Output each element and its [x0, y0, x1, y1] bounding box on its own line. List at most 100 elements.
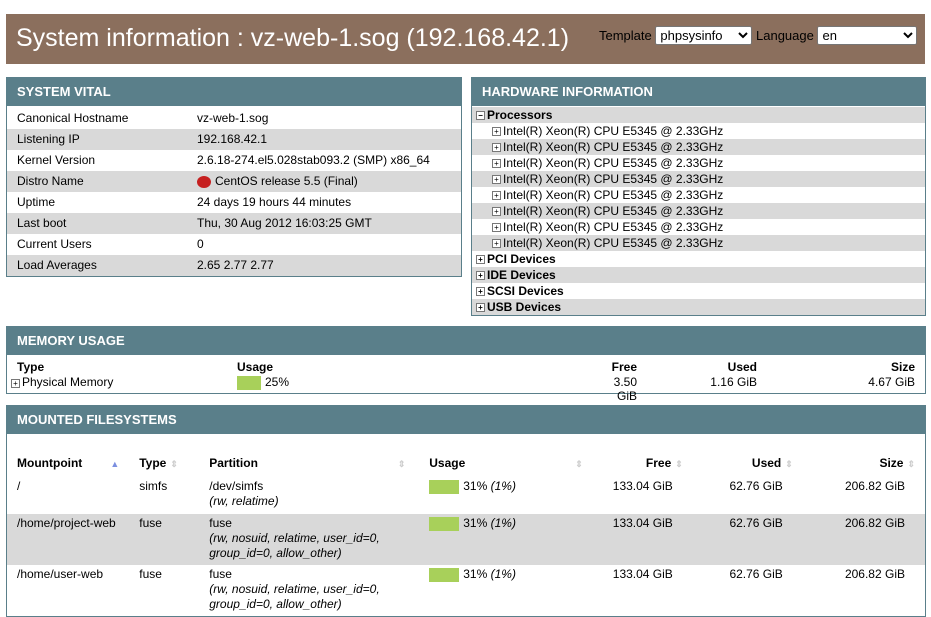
header-label: Partition: [209, 456, 258, 470]
vital-value: vz-web-1.sog: [197, 108, 268, 129]
vital-row: Current Users 0: [7, 234, 461, 255]
tree-item[interactable]: + Intel(R) Xeon(R) CPU E5345 @ 2.33GHz: [472, 139, 925, 155]
vital-value: CentOS release 5.5 (Final): [197, 171, 358, 192]
vital-value: 2.65 2.77 2.77: [197, 255, 274, 276]
sort-asc-icon[interactable]: ▲: [110, 459, 120, 469]
expand-icon[interactable]: +: [492, 126, 501, 136]
expand-icon[interactable]: +: [476, 302, 485, 312]
tree-item[interactable]: + Intel(R) Xeon(R) CPU E5345 @ 2.33GHz: [472, 171, 925, 187]
usage-bar: [429, 516, 460, 531]
fs-free: 133.04 GiB: [612, 516, 673, 530]
fs-usage: 31% (1%): [419, 477, 593, 514]
tree-item[interactable]: + Intel(R) Xeon(R) CPU E5345 @ 2.33GHz: [472, 203, 925, 219]
tree-item[interactable]: + Intel(R) Xeon(R) CPU E5345 @ 2.33GHz: [472, 235, 925, 251]
expand-icon[interactable]: +: [476, 286, 485, 296]
sort-icon[interactable]: ⇕: [575, 459, 583, 469]
expand-icon[interactable]: +: [492, 238, 501, 248]
template-select[interactable]: phpsysinfo: [655, 26, 753, 45]
col-partition[interactable]: Partition ⇕: [199, 449, 419, 477]
sort-icon[interactable]: ⇕: [397, 459, 406, 469]
expand-icon[interactable]: +: [492, 206, 501, 216]
col-mountpoint[interactable]: Mountpoint ▲: [7, 449, 129, 477]
vital-row: Uptime 24 days 19 hours 44 minutes: [7, 192, 461, 213]
vital-value: 24 days 19 hours 44 minutes: [197, 192, 351, 213]
fs-partition: fuse (rw, nosuid, relatime, user_id=0, gr…: [199, 514, 419, 565]
tree-item[interactable]: + IDE Devices: [472, 267, 925, 283]
vital-row: Canonical Hostname vz-web-1.sog: [7, 108, 461, 129]
centos-icon: [197, 175, 211, 188]
panel-title: MOUNTED FILESYSTEMS: [7, 406, 925, 435]
vital-row: Last boot Thu, 30 Aug 2012 16:03:25 GMT: [7, 213, 461, 234]
tree-item[interactable]: + Intel(R) Xeon(R) CPU E5345 @ 2.33GHz: [472, 219, 925, 235]
vital-value-text: CentOS release 5.5 (Final): [215, 174, 358, 188]
vital-value: 2.6.18-274.el5.028stab093.2 (SMP) x86_64: [197, 150, 430, 171]
fs-size: 206.82 GiB: [844, 567, 905, 581]
col-free[interactable]: Free ⇕: [593, 449, 693, 477]
fs-mountpoint: /home/user-web: [17, 567, 104, 581]
system-vital-panel: SYSTEM VITAL Canonical Hostname vz-web-1.…: [6, 77, 462, 277]
fs-size: 206.82 GiB: [844, 516, 905, 530]
page-header: System information : vz-web-1.sog (192.1…: [6, 14, 925, 64]
partition-name: fuse: [209, 516, 232, 530]
fs-used: 62.76 GiB: [729, 479, 783, 493]
col-usage[interactable]: Usage ⇕: [419, 449, 593, 477]
partition-options: (rw, nosuid, relatime, user_id=0, group_…: [209, 582, 380, 611]
vital-label: Current Users: [17, 237, 92, 251]
fs-free: 133.04 GiB: [612, 567, 673, 581]
vital-label: Load Averages: [17, 258, 97, 272]
col-free: Free: [611, 360, 637, 374]
col-size[interactable]: Size ⇕: [803, 449, 925, 477]
sort-icon[interactable]: ⇕: [907, 459, 915, 469]
partition-options: (rw, nosuid, relatime, user_id=0, group_…: [209, 531, 380, 560]
page-title: System information : vz-web-1.sog (192.1…: [16, 24, 570, 52]
fs-size: 206.82 GiB: [844, 479, 905, 493]
tree-item[interactable]: + Intel(R) Xeon(R) CPU E5345 @ 2.33GHz: [472, 187, 925, 203]
vital-value-text: 24 days 19 hours 44 minutes: [197, 195, 352, 209]
tree-item[interactable]: + PCI Devices: [472, 251, 925, 267]
tree-label: Intel(R) Xeon(R) CPU E5345 @ 2.33GHz: [503, 172, 724, 186]
template-label: Template: [599, 28, 652, 43]
expand-icon[interactable]: +: [492, 158, 501, 168]
sort-icon[interactable]: ⇕: [675, 459, 683, 469]
fs-row: / simfs/dev/simfs (rw, relatime) 31% (1%) 13…: [7, 477, 925, 514]
panel-title: HARDWARE INFORMATION: [472, 78, 925, 107]
expand-icon[interactable]: +: [11, 379, 20, 388]
tree-label: Intel(R) Xeon(R) CPU E5345 @ 2.33GHz: [503, 124, 724, 138]
sort-icon[interactable]: ⇕: [785, 459, 793, 469]
tree-item[interactable]: + Intel(R) Xeon(R) CPU E5345 @ 2.33GHz: [472, 123, 925, 139]
vital-label: Last boot: [17, 216, 67, 230]
collapse-icon[interactable]: −: [476, 110, 485, 120]
col-used[interactable]: Used ⇕: [693, 449, 803, 477]
vital-row: Load Averages 2.65 2.77 2.77: [7, 255, 461, 276]
fs-partition: fuse (rw, nosuid, relatime, user_id=0, gr…: [199, 565, 419, 616]
col-type: Type: [17, 360, 45, 374]
vital-value-text: vz-web-1.sog: [197, 111, 269, 125]
usage-inode: (1%): [490, 479, 516, 493]
expand-icon[interactable]: +: [492, 142, 501, 152]
tree-item[interactable]: + Intel(R) Xeon(R) CPU E5345 @ 2.33GHz: [472, 155, 925, 171]
expand-icon[interactable]: +: [492, 174, 501, 184]
fs-usage: 31% (1%): [419, 514, 593, 565]
expand-icon[interactable]: +: [492, 190, 501, 200]
sort-icon[interactable]: ⇕: [170, 459, 178, 469]
header-label: Type: [139, 456, 167, 470]
tree-label: Intel(R) Xeon(R) CPU E5345 @ 2.33GHz: [503, 188, 724, 202]
tree-item[interactable]: + USB Devices: [472, 299, 925, 315]
vital-value-text: 2.65 2.77 2.77: [197, 258, 274, 272]
fs-partition: /dev/simfs (rw, relatime): [199, 477, 419, 514]
vital-label: Canonical Hostname: [17, 111, 129, 125]
expand-icon[interactable]: +: [476, 270, 485, 280]
vital-label: Uptime: [17, 195, 56, 209]
tree-item[interactable]: − Processors: [472, 107, 925, 123]
tree-label: Intel(R) Xeon(R) CPU E5345 @ 2.33GHz: [503, 204, 724, 218]
expand-icon[interactable]: +: [492, 222, 501, 232]
col-type[interactable]: Type ⇕: [129, 449, 199, 477]
template-selector: Template phpsysinfo Language en: [599, 26, 918, 45]
expand-icon[interactable]: +: [476, 254, 485, 264]
tree-item[interactable]: + SCSI Devices: [472, 283, 925, 299]
usage-percent: 31%: [463, 479, 488, 493]
partition-name: /dev/simfs: [209, 479, 264, 493]
header-label: Free: [645, 456, 672, 470]
language-select[interactable]: en: [817, 26, 918, 45]
vital-value-text: 2.6.18-274.el5.028stab093.2 (SMP) x86_64: [197, 153, 430, 167]
